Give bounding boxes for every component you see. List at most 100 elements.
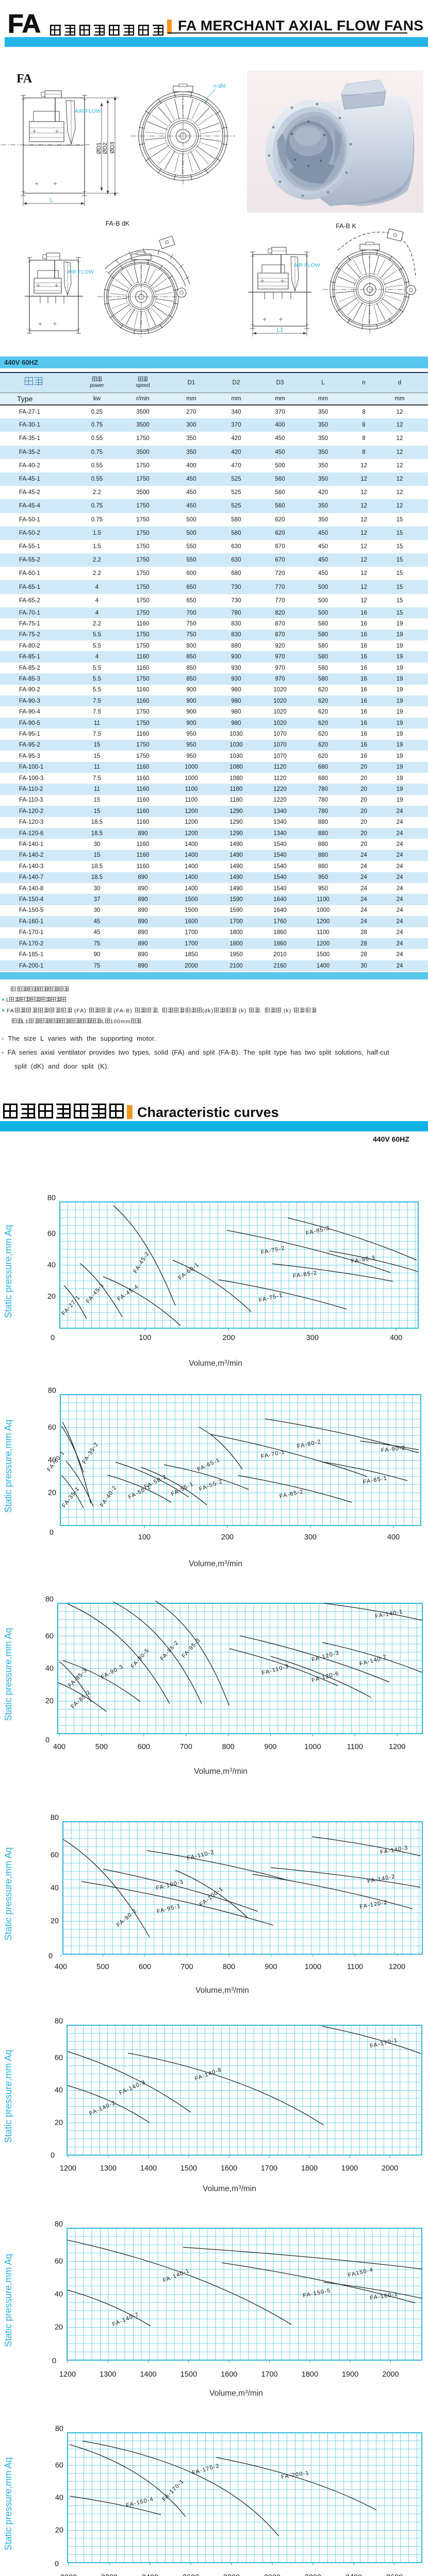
svg-text:80: 80: [55, 2018, 63, 2026]
svg-text:Volume,m3/min: Volume,m3/min: [194, 1767, 248, 1776]
svg-text:20: 20: [55, 2527, 63, 2535]
svg-text:400: 400: [53, 1743, 65, 1751]
svg-text:1800: 1800: [302, 2370, 318, 2379]
svg-text:1000: 1000: [305, 1963, 321, 1971]
svg-text:0: 0: [48, 1952, 53, 1960]
svg-text:1100: 1100: [347, 1743, 363, 1751]
svg-text:1100: 1100: [347, 1963, 363, 1971]
svg-text:20: 20: [51, 1917, 59, 1925]
svg-text:2000: 2000: [60, 2573, 77, 2576]
svg-text:1900: 1900: [342, 2370, 358, 2379]
svg-text:40: 40: [55, 2087, 63, 2095]
svg-text:20: 20: [55, 2119, 63, 2127]
svg-text:Static pressure,mm Aq: Static pressure,mm Aq: [3, 2457, 13, 2550]
svg-text:1700: 1700: [261, 2164, 277, 2173]
svg-text:2000: 2000: [382, 2370, 399, 2379]
svg-text:Static pressure,mm Aq: Static pressure,mm Aq: [3, 2253, 13, 2347]
svg-text:1700: 1700: [261, 2370, 277, 2379]
svg-text:Static pressure,mm Aq: Static pressure,mm Aq: [3, 1419, 13, 1513]
svg-text:60: 60: [55, 2054, 63, 2062]
svg-text:700: 700: [180, 1963, 193, 1971]
svg-text:L: L: [50, 197, 54, 204]
svg-text:1200: 1200: [389, 1743, 405, 1751]
svg-text:80: 80: [55, 2425, 63, 2433]
svg-text:400: 400: [387, 1533, 400, 1541]
svg-text:0: 0: [51, 1334, 55, 1342]
svg-text:1800: 1800: [301, 2164, 318, 2173]
svg-text:1600: 1600: [221, 2164, 237, 2173]
svg-text:1500: 1500: [180, 2164, 197, 2173]
svg-text:1400: 1400: [140, 2164, 157, 2173]
svg-text:Static pressure,mm Aq: Static pressure,mm Aq: [3, 1225, 13, 1318]
svg-text:60: 60: [45, 1632, 54, 1640]
svg-text:Static pressure,mm Aq: Static pressure,mm Aq: [3, 2049, 13, 2143]
svg-text:80: 80: [51, 1814, 59, 1822]
svg-text:ØD2: ØD2: [102, 142, 108, 154]
svg-text:3400: 3400: [345, 2573, 362, 2576]
svg-text:1900: 1900: [341, 2164, 358, 2173]
svg-text:Volume,m3/min: Volume,m3/min: [189, 1359, 242, 1368]
svg-text:200: 200: [221, 1533, 234, 1541]
svg-text:60: 60: [51, 1851, 59, 1859]
svg-text:AIR FLOW: AIR FLOW: [75, 108, 101, 114]
svg-text:FA-B dK: FA-B dK: [106, 220, 130, 227]
svg-text:0: 0: [51, 2151, 55, 2160]
svg-text:0: 0: [50, 1529, 54, 1537]
svg-text:2800: 2800: [223, 2573, 240, 2576]
svg-text:ØD1: ØD1: [96, 142, 102, 154]
svg-text:AIR FLOW: AIR FLOW: [68, 269, 94, 275]
svg-text:FA-B K: FA-B K: [336, 223, 356, 230]
svg-text:20: 20: [45, 1697, 54, 1705]
svg-text:80: 80: [48, 1387, 56, 1395]
svg-text:1200: 1200: [60, 2164, 76, 2173]
svg-text:900: 900: [264, 1743, 276, 1751]
svg-text:1300: 1300: [100, 2370, 116, 2379]
svg-text:40: 40: [55, 2494, 63, 2502]
svg-text:100: 100: [138, 1533, 151, 1541]
svg-text:200: 200: [222, 1334, 235, 1342]
svg-text:400: 400: [390, 1334, 402, 1342]
svg-text:80: 80: [55, 2221, 63, 2229]
svg-text:1000: 1000: [304, 1743, 321, 1751]
svg-text:Volume,m3/min: Volume,m3/min: [189, 1560, 242, 1568]
svg-text:Volume,m3/min: Volume,m3/min: [195, 1986, 249, 1995]
svg-text:700: 700: [180, 1743, 192, 1751]
svg-text:Static pressure,mm Aq: Static pressure,mm Aq: [3, 1847, 13, 1940]
svg-text:ØD3: ØD3: [109, 142, 116, 154]
svg-text:900: 900: [265, 1963, 277, 1971]
svg-text:0: 0: [45, 1736, 50, 1744]
svg-text:Volume,m3/min: Volume,m3/min: [203, 2184, 256, 2193]
svg-text:40: 40: [51, 1884, 59, 1892]
svg-text:1600: 1600: [221, 2370, 237, 2379]
svg-text:600: 600: [138, 1743, 150, 1751]
svg-text:500: 500: [96, 1963, 109, 1971]
svg-text:3200: 3200: [305, 2573, 321, 2576]
svg-text:Static pressure,mm Aq: Static pressure,mm Aq: [3, 1628, 13, 1721]
svg-text:1200: 1200: [59, 2370, 76, 2379]
svg-text:2200: 2200: [101, 2573, 118, 2576]
svg-text:80: 80: [45, 1596, 54, 1604]
svg-text:20: 20: [47, 1293, 56, 1301]
svg-text:2400: 2400: [142, 2573, 158, 2576]
svg-text:400: 400: [55, 1963, 67, 1971]
svg-text:800: 800: [222, 1743, 234, 1751]
svg-text:80: 80: [47, 1194, 56, 1202]
svg-text:Volume,m3/min: Volume,m3/min: [209, 2389, 263, 2398]
svg-text:2600: 2600: [183, 2573, 199, 2576]
svg-text:L1: L1: [277, 327, 284, 333]
svg-text:60: 60: [48, 1423, 56, 1432]
svg-text:FA: FA: [17, 72, 32, 86]
svg-text:3600: 3600: [386, 2573, 403, 2576]
svg-text:1400: 1400: [140, 2370, 156, 2379]
svg-text:500: 500: [95, 1743, 108, 1751]
svg-text:1300: 1300: [100, 2164, 117, 2173]
svg-text:40: 40: [45, 1665, 54, 1673]
svg-text:600: 600: [139, 1963, 151, 1971]
svg-text:20: 20: [48, 1489, 56, 1497]
svg-text:40: 40: [55, 2291, 63, 2299]
svg-text:2000: 2000: [382, 2164, 398, 2173]
svg-text:60: 60: [55, 2462, 63, 2470]
svg-text:3000: 3000: [264, 2573, 281, 2576]
svg-text:0: 0: [52, 2357, 56, 2365]
svg-text:20: 20: [55, 2324, 63, 2332]
